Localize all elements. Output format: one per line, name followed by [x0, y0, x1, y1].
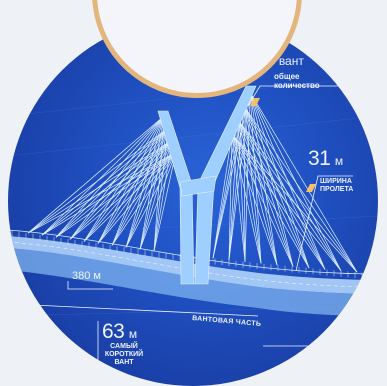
stay-cable — [228, 133, 233, 261]
stay-cable — [97, 115, 165, 244]
total-cables-caption-line2: количество — [274, 81, 320, 90]
stay-cable — [244, 91, 251, 262]
stay-cable — [249, 91, 358, 273]
cable-stayed-bridge — [8, 75, 378, 386]
stay-cable — [237, 119, 358, 273]
shortest-cable-value: 63 — [102, 320, 125, 343]
span-width-caption: ШИРИНА ПРОЛЕТА — [320, 178, 353, 194]
stay-cable — [249, 91, 262, 264]
bridge-length-unit: м — [93, 270, 101, 282]
stay-cable — [139, 139, 173, 250]
stay-cable — [231, 133, 326, 270]
stay-cable — [41, 115, 165, 236]
stay-cable — [231, 133, 358, 273]
total-cables-caption-line1: общее — [274, 72, 300, 81]
stay-cable — [231, 133, 262, 264]
stay-cable — [139, 127, 169, 250]
stay-cable — [249, 91, 310, 269]
stay-cable — [231, 133, 246, 262]
stay-cable — [212, 133, 233, 259]
shortest-cable-caption: САМЫЙ КОРОТКИЙ ВАНТ — [100, 343, 148, 367]
shortest-cable-unit: м — [128, 327, 138, 341]
stay-cable — [55, 127, 169, 238]
stay-cable — [125, 115, 165, 248]
stay-cable — [243, 105, 342, 272]
stay-cable — [41, 127, 169, 236]
stay-cable — [27, 115, 165, 234]
lane-marking — [8, 241, 378, 288]
stay-cable — [153, 151, 177, 252]
bridge-length-annotation: 380 м — [72, 270, 101, 282]
stay-cable — [237, 119, 262, 264]
span-width-unit: м — [334, 154, 344, 168]
stay-cable — [243, 105, 310, 269]
span-width-caption-line2: ПРОЛЕТА — [320, 186, 354, 193]
stay-cable — [153, 115, 165, 252]
stay-cable — [111, 151, 177, 246]
stay-cable — [97, 151, 177, 244]
stay-cable — [237, 119, 278, 266]
stay-cable — [139, 115, 165, 250]
stay-cable — [237, 119, 342, 272]
stay-cable — [153, 127, 169, 252]
stay-cables — [27, 91, 358, 273]
stay-cable — [231, 133, 294, 267]
shortest-cable-annotation: 63 м — [102, 321, 137, 343]
stay-cable — [55, 115, 165, 238]
span-width-caption-line1: ШИРИНА — [320, 178, 352, 185]
stay-cable — [125, 127, 169, 248]
shortest-cable-caption-line3: ВАНТ — [114, 359, 134, 366]
stay-cable — [249, 91, 294, 267]
stay-cable — [237, 119, 294, 267]
stay-cable — [243, 105, 246, 262]
stay-cable — [83, 127, 169, 242]
bridge-railing — [8, 229, 378, 275]
span-width-annotation: 31 м — [308, 148, 343, 170]
bridge-length-value: 380 — [72, 270, 91, 282]
stay-cable — [97, 139, 173, 244]
total-cables-unit: вант — [278, 54, 304, 68]
bridge-pylon — [157, 85, 257, 285]
stay-cable — [228, 91, 251, 261]
stay-cable — [243, 105, 358, 273]
stay-cable — [237, 119, 326, 270]
stay-cable — [83, 139, 173, 242]
shortest-cable-caption-line2: КОРОТКИЙ — [104, 351, 144, 358]
stay-cable — [243, 105, 262, 264]
annotation-leaders — [12, 85, 353, 386]
stay-cable — [231, 133, 342, 272]
stay-cable — [97, 127, 169, 244]
stay-cable — [231, 133, 310, 269]
stay-cable — [55, 139, 173, 238]
stay-cable — [249, 91, 326, 270]
stay-cable — [69, 115, 165, 240]
total-cables-caption: общее количество — [274, 72, 320, 90]
stay-cable — [237, 119, 246, 262]
span-width-value: 31 — [308, 147, 331, 170]
stay-cable — [69, 139, 173, 240]
stay-cable — [27, 139, 173, 234]
stay-cable — [153, 139, 173, 252]
annotation-markers — [250, 98, 316, 192]
stay-cable — [83, 115, 165, 242]
stay-cable — [231, 133, 278, 266]
stay-cable — [111, 115, 165, 246]
stay-cable — [243, 105, 278, 266]
shortest-cable-caption-line1: САМЫЙ — [110, 343, 138, 350]
stay-cable — [243, 105, 294, 267]
